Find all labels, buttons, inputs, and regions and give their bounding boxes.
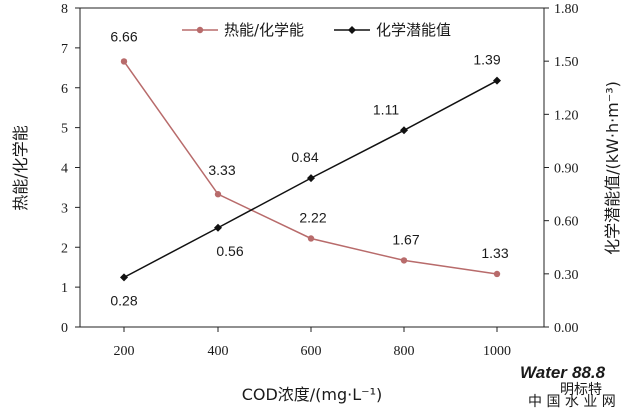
right-y-axis-title: 化学潜能值/(kW·h·m⁻³) [603,81,622,255]
left-y-axis-ticks: 0 1 2 3 4 5 6 7 8 [61,2,80,336]
data-label: 6.66 [110,28,137,44]
watermark-brand-suffix: 88.8 [572,363,606,382]
legend-label-heat-ratio: 热能/化学能 [224,21,304,39]
left-y-tick-label: 8 [61,2,68,17]
right-y-tick-label: 1.50 [554,55,579,70]
x-tick-label: 400 [208,344,229,359]
data-point [120,273,128,282]
series-layer: 6.66 3.33 2.22 1.67 1.33 0.28 0.56 0.84 1.11 1.39 [110,28,508,308]
left-y-tick-label: 1 [61,281,68,296]
right-y-tick-label: 0.30 [554,268,579,283]
left-y-tick-label: 4 [61,162,68,177]
heat-ratio-line [123,60,498,275]
left-y-axis-title: 热能/化学能 [11,125,30,210]
x-tick-label: 200 [114,344,135,359]
data-point [493,76,501,85]
data-point [214,191,222,198]
data-point [307,235,315,242]
data-label: 0.84 [291,149,318,165]
data-label: 1.39 [473,52,500,68]
legend-item-chemical-potential: 化学潜能值 [334,21,451,39]
legend-marker-chemical-potential [348,26,356,34]
x-tick-label: 800 [394,344,415,359]
data-point [493,270,501,278]
data-label: 1.33 [481,245,508,261]
data-label: 3.33 [208,162,235,178]
left-y-tick-label: 3 [61,201,68,216]
data-label: 1.67 [392,231,419,247]
data-point [307,174,315,183]
data-point [120,58,128,65]
x-axis-ticks: 200 400 600 800 1000 [114,327,511,359]
x-tick-label: 1000 [483,344,511,359]
legend-label-chemical-potential: 化学潜能值 [376,21,451,39]
x-axis-title: COD浓度/(mg·L⁻¹) [242,385,383,404]
legend-item-heat-ratio: 热能/化学能 [182,21,304,39]
data-point [400,257,408,264]
right-y-axis-ticks: 0.00 0.30 0.60 0.90 1.20 1.50 1.80 [544,2,579,336]
x-tick-label: 600 [301,344,322,359]
left-y-tick-label: 6 [61,82,68,97]
left-y-tick-label: 0 [61,321,68,336]
right-y-tick-label: 1.20 [554,108,579,123]
data-point [214,223,222,232]
watermark-logo: Water 88.8 明标特 中 国 水 业 网 [520,363,616,410]
left-y-tick-label: 5 [61,122,68,137]
right-y-tick-label: 0.90 [554,162,579,177]
legend-marker-heat-ratio [196,26,204,34]
right-y-tick-label: 0.60 [554,215,579,230]
right-y-tick-label: 0.00 [554,321,579,336]
data-label: 0.28 [110,292,137,308]
left-y-tick-label: 7 [61,42,68,57]
watermark-site: 中 国 水 业 网 [528,394,616,410]
right-y-tick-label: 1.80 [554,2,579,17]
watermark-small-text: 明标特 [560,382,602,398]
data-label: 1.11 [373,101,399,117]
watermark-brand: Water [520,363,568,382]
left-y-tick-label: 2 [61,241,68,256]
legend: 热能/化学能 化学潜能值 [182,21,451,39]
data-point [400,126,408,135]
data-label: 2.22 [299,209,326,225]
data-label: 0.56 [216,243,243,259]
